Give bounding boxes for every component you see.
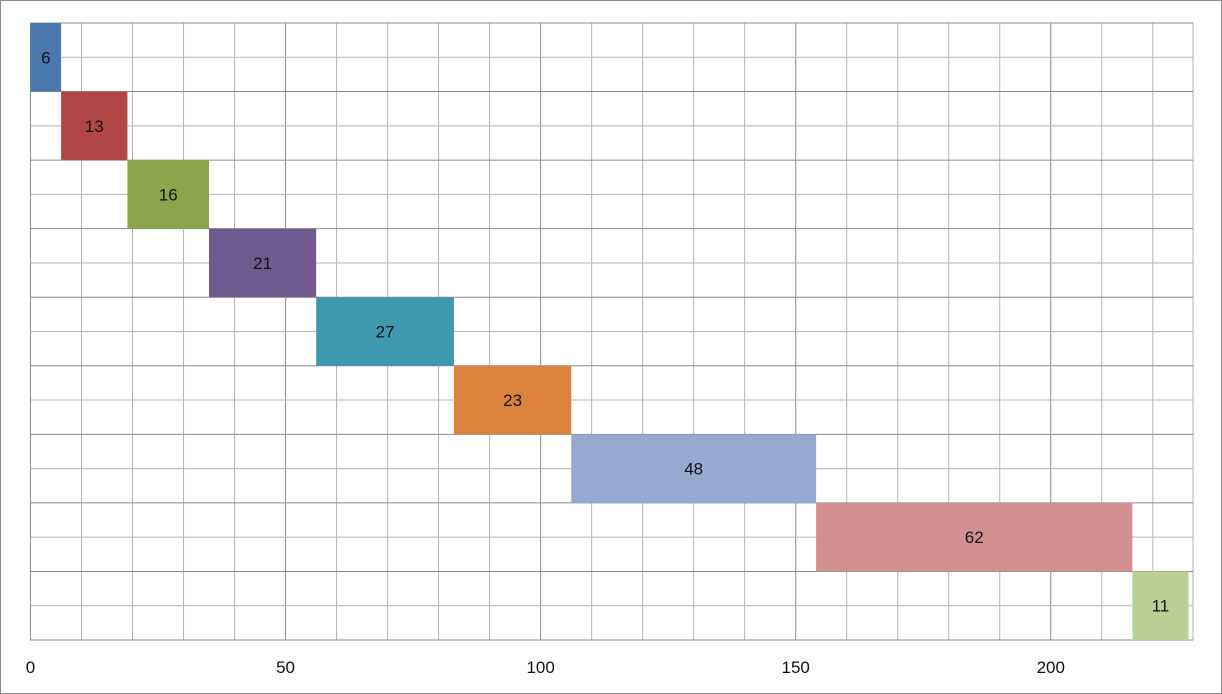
bar [61, 91, 128, 161]
bar-value-label: 48 [684, 460, 703, 479]
bar-value-label: 6 [41, 48, 50, 67]
bar-value-label: 27 [376, 323, 395, 342]
bar-value-label: 11 [1152, 597, 1170, 616]
grid-lines [30, 22, 1194, 641]
bar [30, 23, 62, 92]
x-tick-label: 200 [1037, 658, 1065, 677]
x-tick-labels-group: 0 50 100 150 200 [26, 658, 1065, 677]
bar [571, 434, 817, 503]
bar [816, 502, 1133, 572]
bar [316, 297, 454, 366]
x-tick-label: 150 [782, 658, 810, 677]
bar [127, 160, 210, 229]
bar [453, 365, 572, 435]
bar-value-label: 62 [965, 528, 984, 547]
bar-labels-group: 6 13 16 21 27 23 48 62 11 [41, 48, 1169, 615]
bar [1132, 571, 1189, 640]
bar-value-label: 16 [159, 185, 178, 204]
x-tick-label: 0 [26, 658, 35, 677]
x-tick-label: 100 [526, 658, 554, 677]
bar-value-label: 23 [503, 391, 522, 410]
bar-value-label: 21 [253, 254, 272, 273]
bars-group [30, 23, 1189, 640]
bar [209, 228, 317, 298]
x-tick-label: 50 [276, 658, 295, 677]
bar-value-label: 13 [85, 117, 104, 136]
